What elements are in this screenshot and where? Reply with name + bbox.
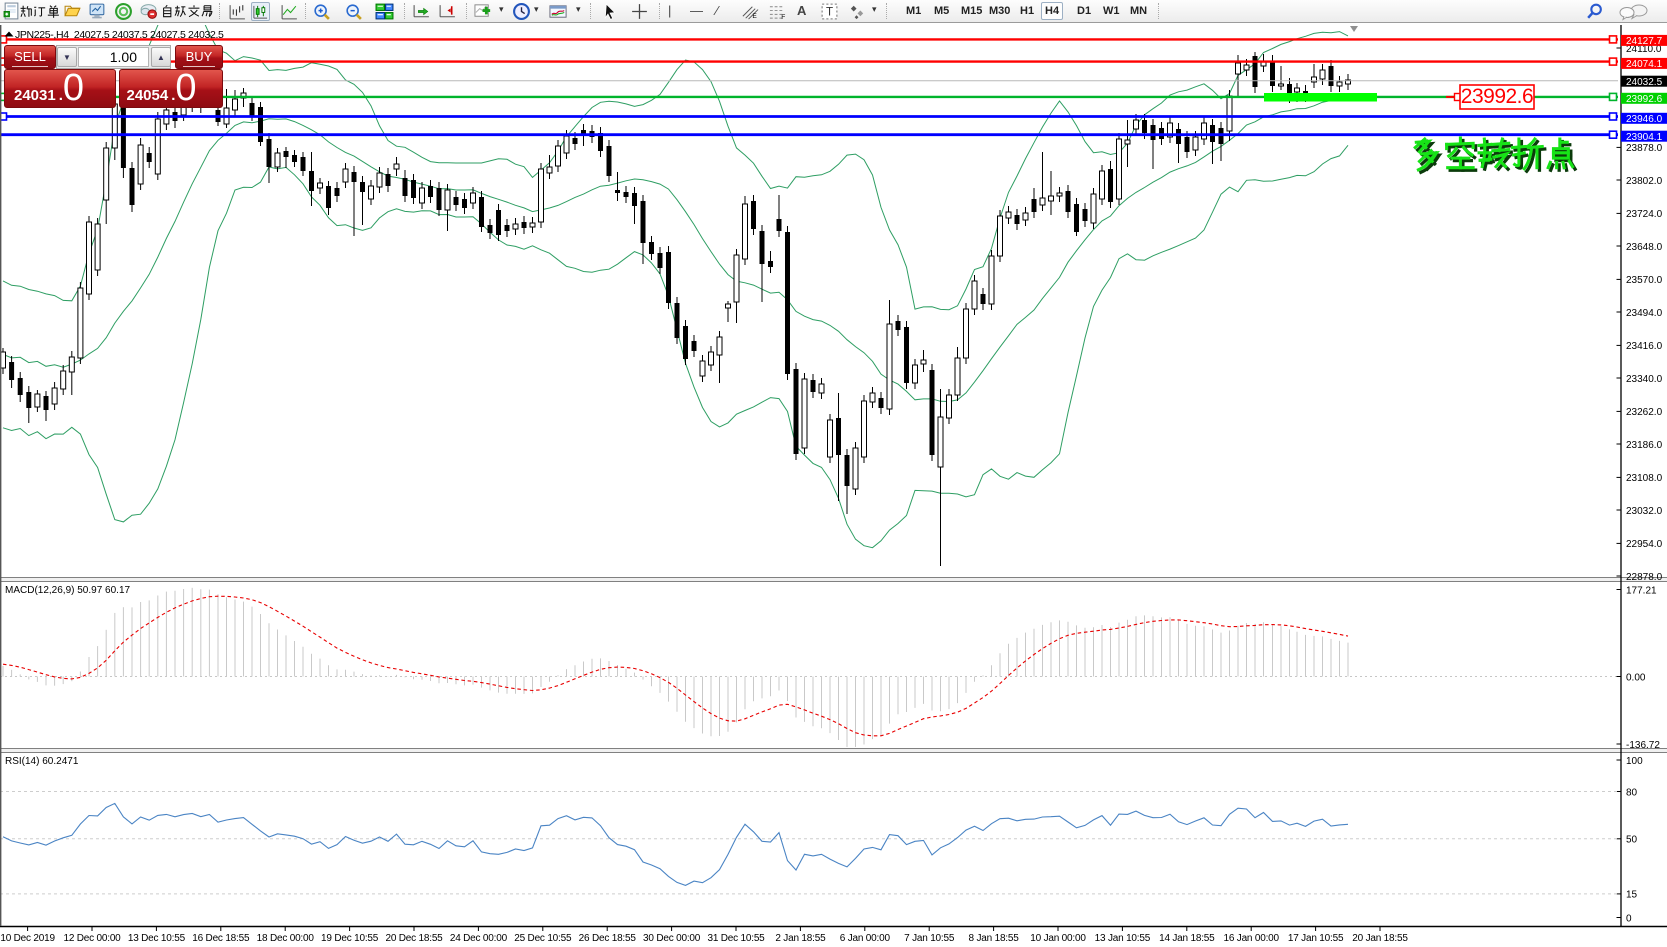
svg-text:F: F: [781, 14, 785, 21]
svg-text:15: 15: [1626, 890, 1638, 901]
svg-text:23108.0: 23108.0: [1626, 473, 1663, 484]
svg-text:23648.0: 23648.0: [1626, 242, 1663, 253]
svg-text:0: 0: [1626, 913, 1632, 924]
svg-text:23992.6: 23992.6: [1461, 85, 1533, 108]
svg-text:24110.0: 24110.0: [1626, 44, 1662, 55]
svg-text:100: 100: [1626, 756, 1643, 767]
svg-text:RSI(14) 60.2471: RSI(14) 60.2471: [5, 756, 79, 767]
svg-text:13 Dec 10:55: 13 Dec 10:55: [128, 933, 186, 944]
svg-text:18 Dec 00:00: 18 Dec 00:00: [257, 933, 315, 944]
svg-text:16 Jan 00:00: 16 Jan 00:00: [1223, 933, 1279, 944]
svg-text:177.21: 177.21: [1626, 585, 1657, 596]
svg-text:16 Dec 18:55: 16 Dec 18:55: [192, 933, 250, 944]
svg-text:23570.0: 23570.0: [1626, 275, 1663, 286]
svg-text:10 Dec 2019: 10 Dec 2019: [0, 933, 55, 944]
svg-text:25 Dec 10:55: 25 Dec 10:55: [514, 933, 572, 944]
svg-text:2 Jan 18:55: 2 Jan 18:55: [775, 933, 826, 944]
svg-text:26 Dec 18:55: 26 Dec 18:55: [579, 933, 637, 944]
svg-text:12 Dec 00:00: 12 Dec 00:00: [63, 933, 121, 944]
svg-text:14 Jan 18:55: 14 Jan 18:55: [1159, 933, 1215, 944]
svg-text:23494.0: 23494.0: [1626, 308, 1663, 319]
svg-text:23032.0: 23032.0: [1626, 506, 1663, 517]
svg-text:30 Dec 00:00: 30 Dec 00:00: [643, 933, 701, 944]
svg-text:23904.1: 23904.1: [1626, 132, 1663, 143]
svg-text:0.00: 0.00: [1626, 672, 1646, 683]
svg-text:20 Dec 18:55: 20 Dec 18:55: [385, 933, 443, 944]
svg-text:22878.0: 22878.0: [1626, 572, 1663, 583]
svg-text:24074.1: 24074.1: [1626, 59, 1663, 70]
svg-text:22954.0: 22954.0: [1626, 539, 1663, 550]
svg-text:E: E: [752, 13, 757, 20]
svg-text:7 Jan 10:55: 7 Jan 10:55: [904, 933, 955, 944]
svg-text:23186.0: 23186.0: [1626, 440, 1663, 451]
svg-text:T: T: [826, 6, 833, 19]
svg-text:10 Jan 00:00: 10 Jan 00:00: [1030, 933, 1086, 944]
svg-text:17 Jan 10:55: 17 Jan 10:55: [1288, 933, 1344, 944]
svg-text:19 Dec 10:55: 19 Dec 10:55: [321, 933, 379, 944]
svg-text:23262.0: 23262.0: [1626, 407, 1663, 418]
svg-text:24 Dec 00:00: 24 Dec 00:00: [450, 933, 508, 944]
svg-text:MACD(12,26,9) 50.97 60.17: MACD(12,26,9) 50.97 60.17: [5, 585, 131, 596]
svg-text:24032.5: 24032.5: [1626, 77, 1663, 88]
svg-text:-136.72: -136.72: [1626, 740, 1660, 751]
svg-text:31 Dec 10:55: 31 Dec 10:55: [707, 933, 765, 944]
svg-text:23946.0: 23946.0: [1626, 114, 1663, 125]
svg-text:23416.0: 23416.0: [1626, 341, 1663, 352]
svg-text:50: 50: [1626, 835, 1638, 846]
svg-text:6 Jan 00:00: 6 Jan 00:00: [840, 933, 891, 944]
svg-text:23340.0: 23340.0: [1626, 374, 1663, 385]
svg-text:80: 80: [1626, 787, 1638, 798]
svg-text:23878.0: 23878.0: [1626, 143, 1663, 154]
svg-text:23802.0: 23802.0: [1626, 176, 1663, 187]
svg-text:13 Jan 10:55: 13 Jan 10:55: [1095, 933, 1151, 944]
svg-text:23992.6: 23992.6: [1626, 94, 1663, 105]
svg-text:24127.7: 24127.7: [1626, 36, 1663, 47]
svg-text:23724.0: 23724.0: [1626, 209, 1663, 220]
svg-text:20 Jan 18:55: 20 Jan 18:55: [1352, 933, 1408, 944]
svg-text:8 Jan 18:55: 8 Jan 18:55: [969, 933, 1020, 944]
